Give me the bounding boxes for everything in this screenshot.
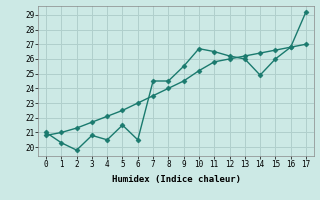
X-axis label: Humidex (Indice chaleur): Humidex (Indice chaleur) — [111, 175, 241, 184]
